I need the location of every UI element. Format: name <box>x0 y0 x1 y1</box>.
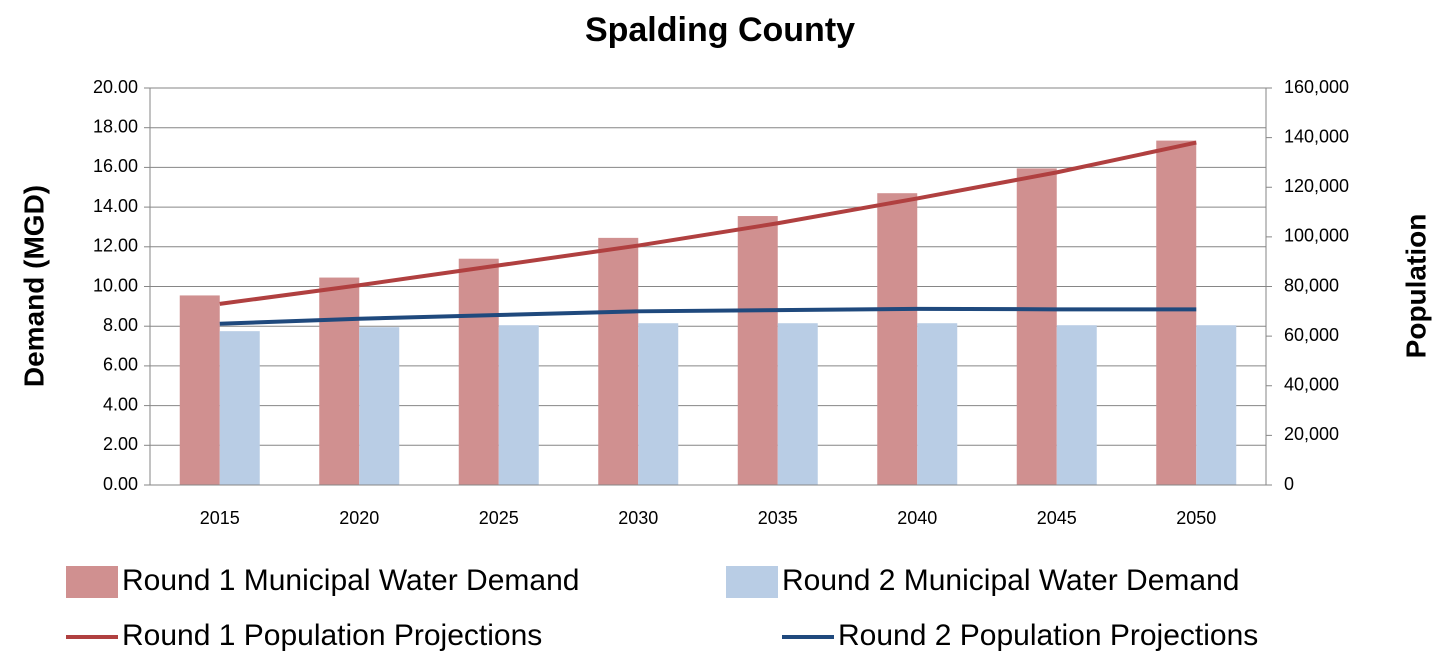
y-tick-label: 4.00 <box>103 394 138 414</box>
x-tick-label: 2025 <box>479 508 519 528</box>
bar <box>458 258 499 485</box>
bar <box>917 323 958 485</box>
bar <box>877 193 918 485</box>
x-tick-label: 2040 <box>897 508 937 528</box>
x-tick-label: 2020 <box>339 508 379 528</box>
y-tick-label: 6.00 <box>103 355 138 375</box>
y2-tick-label: 40,000 <box>1284 375 1339 395</box>
x-tick-label: 2035 <box>758 508 798 528</box>
bar <box>737 216 778 485</box>
y-tick-label: 20.00 <box>93 77 138 97</box>
y2-tick-label: 160,000 <box>1284 77 1349 97</box>
x-tick-label: 2030 <box>618 508 658 528</box>
legend-swatch <box>66 566 118 598</box>
y-tick-label: 12.00 <box>93 236 138 256</box>
chart-title: Spalding County <box>585 11 855 49</box>
legend-label: Round 2 Municipal Water Demand <box>782 564 1239 597</box>
y-axis-label: Demand (MGD) <box>18 185 49 387</box>
y-tick-label: 8.00 <box>103 315 138 335</box>
y2-tick-label: 20,000 <box>1284 424 1339 444</box>
bar <box>1156 140 1197 486</box>
legend-label: Round 1 Municipal Water Demand <box>122 564 579 597</box>
bar <box>598 237 639 485</box>
legend-swatch <box>726 566 778 598</box>
x-tick-label: 2045 <box>1037 508 1077 528</box>
bar <box>777 323 818 485</box>
y2-tick-label: 60,000 <box>1284 325 1339 345</box>
bar <box>179 295 220 485</box>
legend-label: Round 1 Population Projections <box>122 619 542 652</box>
y-tick-label: 18.00 <box>93 116 138 136</box>
line <box>219 140 1197 306</box>
y2-axis-label: Population <box>1400 214 1431 359</box>
y-tick-label: 14.00 <box>93 196 138 216</box>
legend-label: Round 2 Population Projections <box>838 619 1258 652</box>
y-tick-label: 16.00 <box>93 156 138 176</box>
y2-tick-label: 0 <box>1284 474 1294 494</box>
x-tick-label: 2015 <box>200 508 240 528</box>
y-tick-label: 0.00 <box>103 474 138 494</box>
bar <box>1196 325 1237 485</box>
y2-tick-label: 120,000 <box>1284 176 1349 196</box>
y-tick-label: 10.00 <box>93 275 138 295</box>
y2-tick-label: 100,000 <box>1284 226 1349 246</box>
bar <box>1056 325 1097 485</box>
bar <box>638 323 679 485</box>
bar <box>1016 168 1057 485</box>
bar <box>219 331 260 485</box>
bar <box>319 277 360 485</box>
y2-tick-label: 80,000 <box>1284 275 1339 295</box>
x-tick-label: 2050 <box>1176 508 1216 528</box>
line <box>219 306 1197 326</box>
bar <box>498 325 539 485</box>
y2-tick-label: 140,000 <box>1284 126 1349 146</box>
y-tick-label: 2.00 <box>103 434 138 454</box>
bar <box>359 327 400 485</box>
